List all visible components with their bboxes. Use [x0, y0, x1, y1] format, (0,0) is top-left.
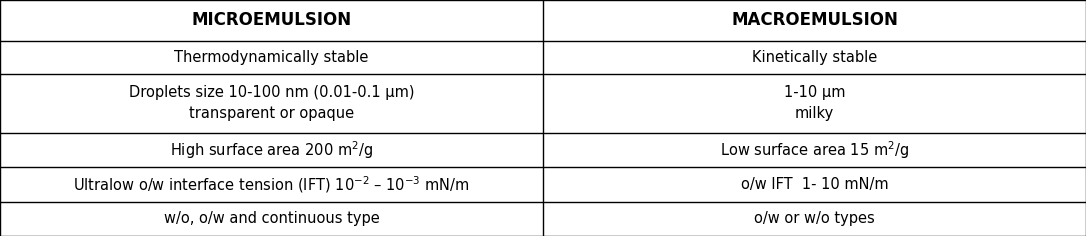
Text: w/o, o/w and continuous type: w/o, o/w and continuous type — [164, 211, 379, 226]
Text: Ultralow o/w interface tension (IFT) 10$^{-2}$ – 10$^{-3}$ mN/m: Ultralow o/w interface tension (IFT) 10$… — [73, 174, 470, 195]
Text: Kinetically stable: Kinetically stable — [752, 50, 877, 65]
Text: Thermodynamically stable: Thermodynamically stable — [175, 50, 368, 65]
Text: o/w IFT  1- 10 mN/m: o/w IFT 1- 10 mN/m — [741, 177, 888, 192]
Text: MACROEMULSION: MACROEMULSION — [731, 11, 898, 29]
Text: Low surface area 15 m$^2$/g: Low surface area 15 m$^2$/g — [720, 139, 909, 161]
Text: MICROEMULSION: MICROEMULSION — [191, 11, 352, 29]
Text: o/w or w/o types: o/w or w/o types — [754, 211, 875, 226]
Text: Droplets size 10-100 nm (0.01-0.1 μm)
transparent or opaque: Droplets size 10-100 nm (0.01-0.1 μm) tr… — [129, 85, 414, 121]
Text: 1-10 μm
milky: 1-10 μm milky — [784, 85, 845, 121]
Text: High surface area 200 m$^2$/g: High surface area 200 m$^2$/g — [169, 139, 374, 161]
